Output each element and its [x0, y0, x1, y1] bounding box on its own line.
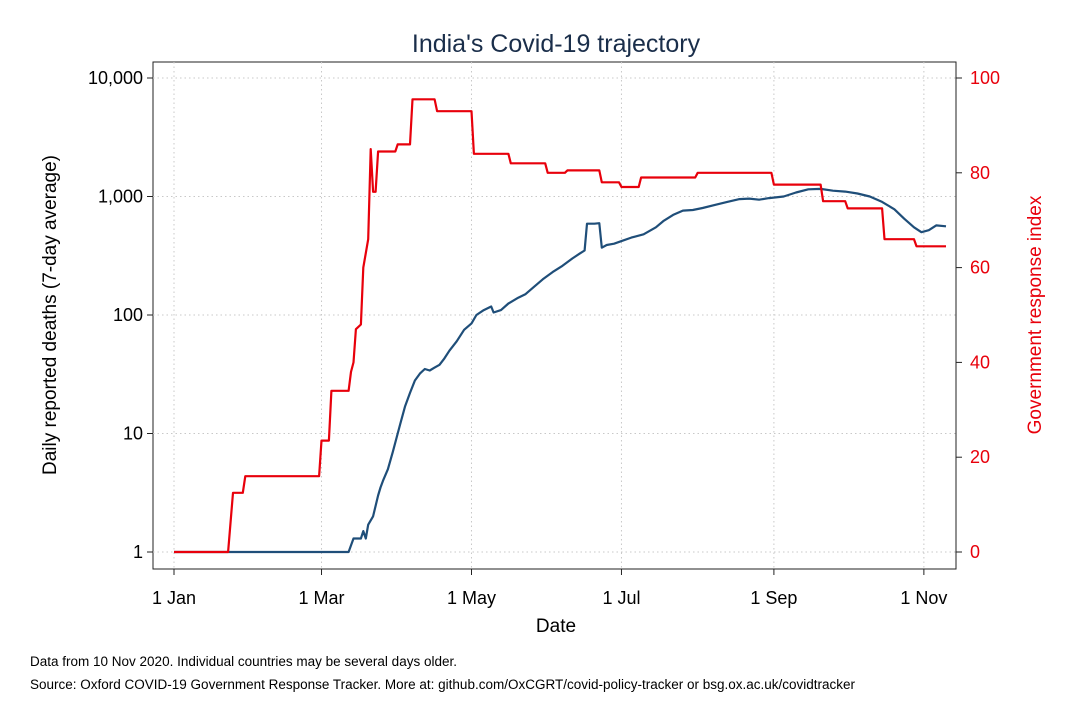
y-tick-label: 1	[133, 542, 143, 562]
source-note: Source: Oxford COVID-19 Government Respo…	[30, 677, 856, 692]
x-tick-label: 1 Jul	[602, 588, 640, 608]
y2-tick-label: 20	[970, 447, 990, 467]
y2-tick-label: 80	[970, 163, 990, 183]
x-tick-label: 1 Sep	[750, 588, 797, 608]
data-date-note: Data from 10 Nov 2020. Individual countr…	[30, 654, 457, 669]
y-tick-label: 100	[113, 305, 143, 325]
y2-tick-label: 0	[970, 542, 980, 562]
y-axis-label: Daily reported deaths (7-day average)	[40, 155, 61, 475]
y2-axis-label: Government response index	[1025, 195, 1046, 434]
y-tick-label: 1,000	[98, 187, 143, 207]
deaths-line	[174, 187, 947, 554]
x-tick-label: 1 May	[447, 588, 496, 608]
axes: 1 10 100 1,000 10,000 1 Jan 1 Mar 1 May 1 Jul 1 S…	[88, 68, 1000, 608]
y2-tick-label: 100	[970, 68, 1000, 88]
y2-tick-label: 60	[970, 258, 990, 278]
x-tick-label: 1 Mar	[299, 588, 345, 608]
y-tick-label: 10,000	[88, 68, 143, 88]
y-tick-label: 10	[123, 424, 143, 444]
y2-tick-label: 40	[970, 352, 990, 372]
x-axis-label: Date	[536, 616, 576, 637]
chart-canvas: India's Covid-19 trajectory 1101001,0001…	[40, 30, 1046, 637]
grid-lines	[153, 62, 956, 569]
x-tick-label: 1 Nov	[900, 588, 947, 608]
x-tick-label: 1 Jan	[152, 588, 196, 608]
chart-title: India's Covid-19 trajectory	[412, 30, 701, 58]
series-lines	[174, 98, 947, 554]
response-index-line	[174, 98, 946, 554]
